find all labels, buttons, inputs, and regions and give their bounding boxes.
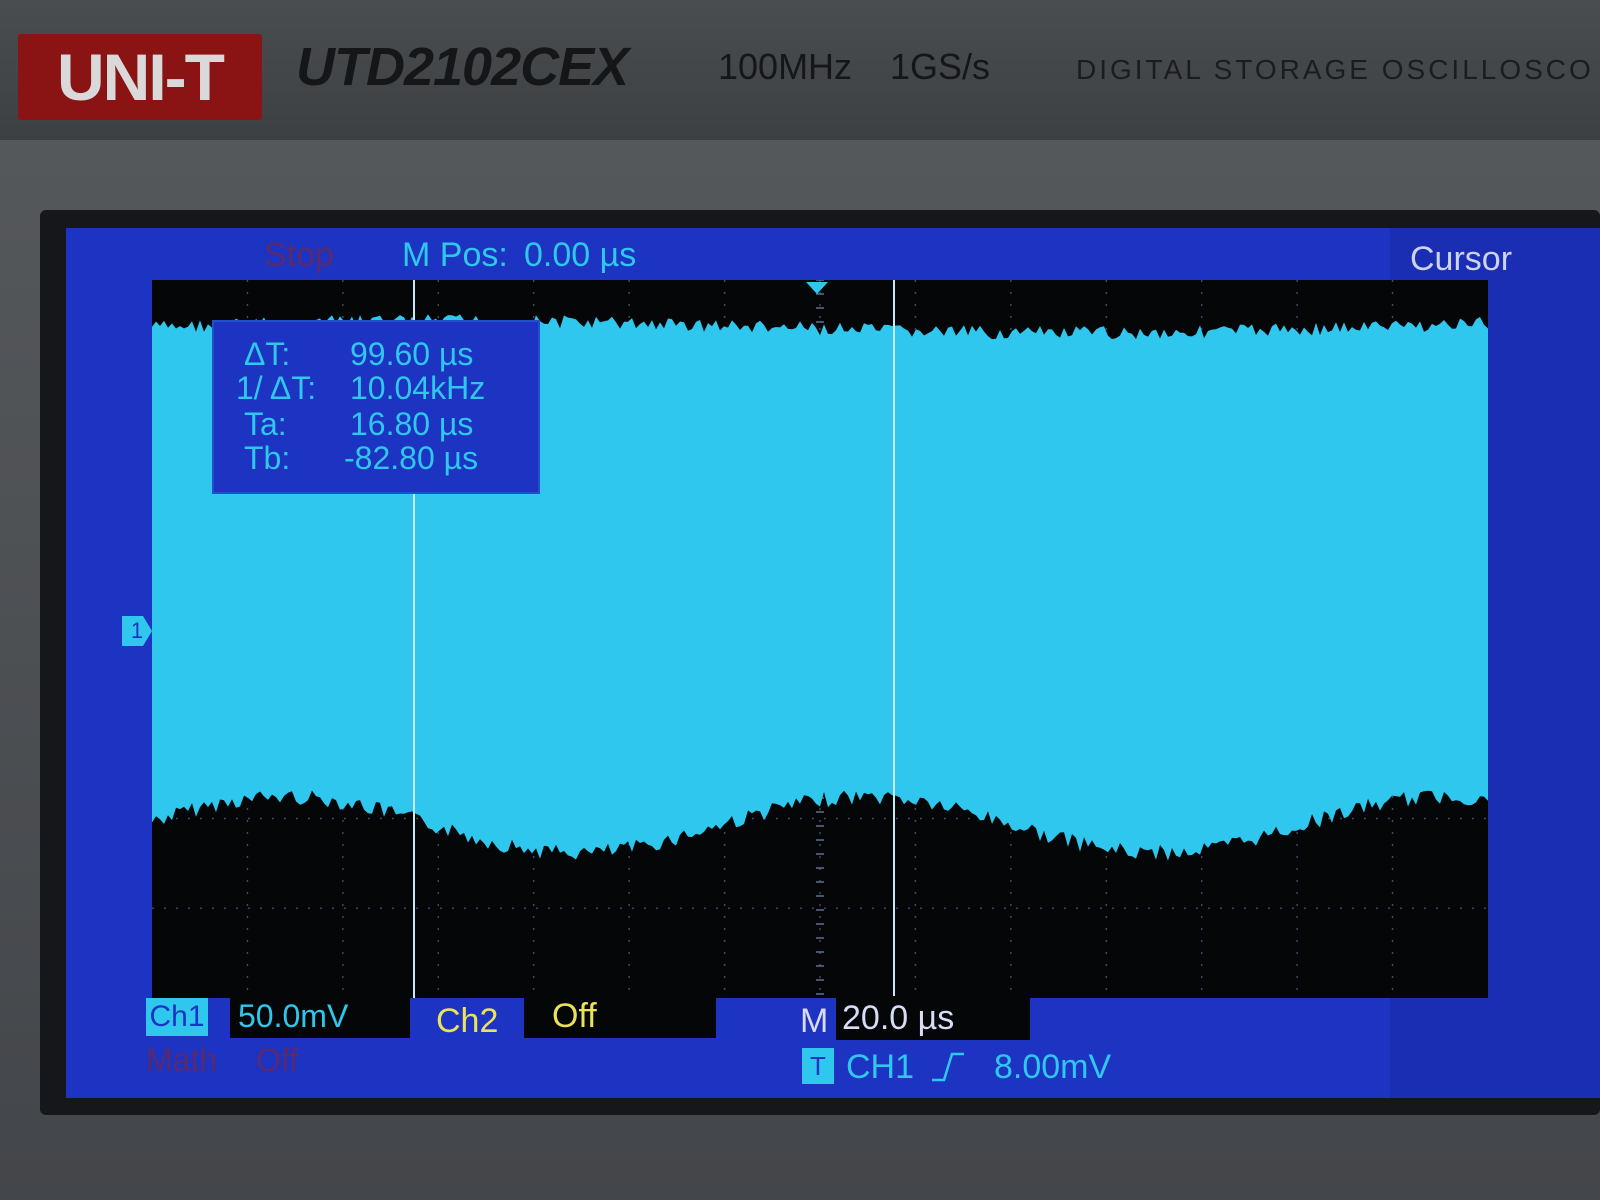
- trigger-source[interactable]: CH1: [846, 1048, 915, 1086]
- trigger-position-marker: [806, 282, 828, 294]
- math-state: Off: [256, 1042, 299, 1078]
- horizontal-position-label: M Pos:: [402, 236, 508, 274]
- device-descriptor: DIGITAL STORAGE OSCILLOSCO: [1076, 54, 1594, 85]
- oscilloscope-display: Stop M Pos: 0.00 µs Cursor 1 ΔT: 99.60 µ…: [66, 228, 1600, 1098]
- run-status-indicator[interactable]: Stop: [264, 236, 334, 274]
- ch2-tag[interactable]: Ch2: [436, 1002, 499, 1040]
- delta-t-value: 99.60 µs: [350, 336, 474, 372]
- trigger-badge: T: [802, 1048, 834, 1084]
- model-name: UTD2102CEX: [296, 37, 629, 97]
- math-tag[interactable]: Math: [146, 1042, 218, 1078]
- menu-title[interactable]: Cursor: [1410, 240, 1513, 278]
- instrument-top-panel: UNI-T UTD2102CEX 100MHz 1GS/s DIGITAL ST…: [0, 0, 1600, 140]
- brand-logo: UNI-T: [18, 34, 262, 120]
- rising-edge-icon: [932, 1052, 964, 1082]
- horizontal-position-value: 0.00 µs: [524, 236, 637, 274]
- sample-rate-spec: 1GS/s: [890, 46, 991, 87]
- trigger-level: 8.00mV: [994, 1048, 1112, 1086]
- timebase-value: 20.0 µs: [836, 996, 1030, 1040]
- ch1-tag[interactable]: Ch1: [146, 998, 208, 1036]
- tb-value: -82.80 µs: [344, 440, 479, 476]
- ch1-ground-marker[interactable]: 1: [122, 616, 152, 646]
- ch2-volts-per-div: Off: [524, 994, 716, 1038]
- timebase-label: M: [800, 1002, 829, 1040]
- delta-t-label: ΔT:: [244, 336, 291, 372]
- inv-delta-t-value: 10.04kHz: [350, 370, 486, 406]
- ch1-volts-per-div: 50.0mV: [230, 994, 410, 1038]
- ta-label: Ta:: [244, 406, 287, 442]
- cursor-readout-panel: ΔT: 99.60 µs 1/ ΔT: 10.04kHz Ta: 16.80 µ…: [212, 320, 540, 494]
- tb-label: Tb:: [244, 440, 291, 476]
- ta-value: 16.80 µs: [350, 406, 474, 442]
- inv-delta-t-label: 1/ ΔT:: [236, 370, 317, 406]
- bandwidth-spec: 100MHz: [718, 46, 853, 87]
